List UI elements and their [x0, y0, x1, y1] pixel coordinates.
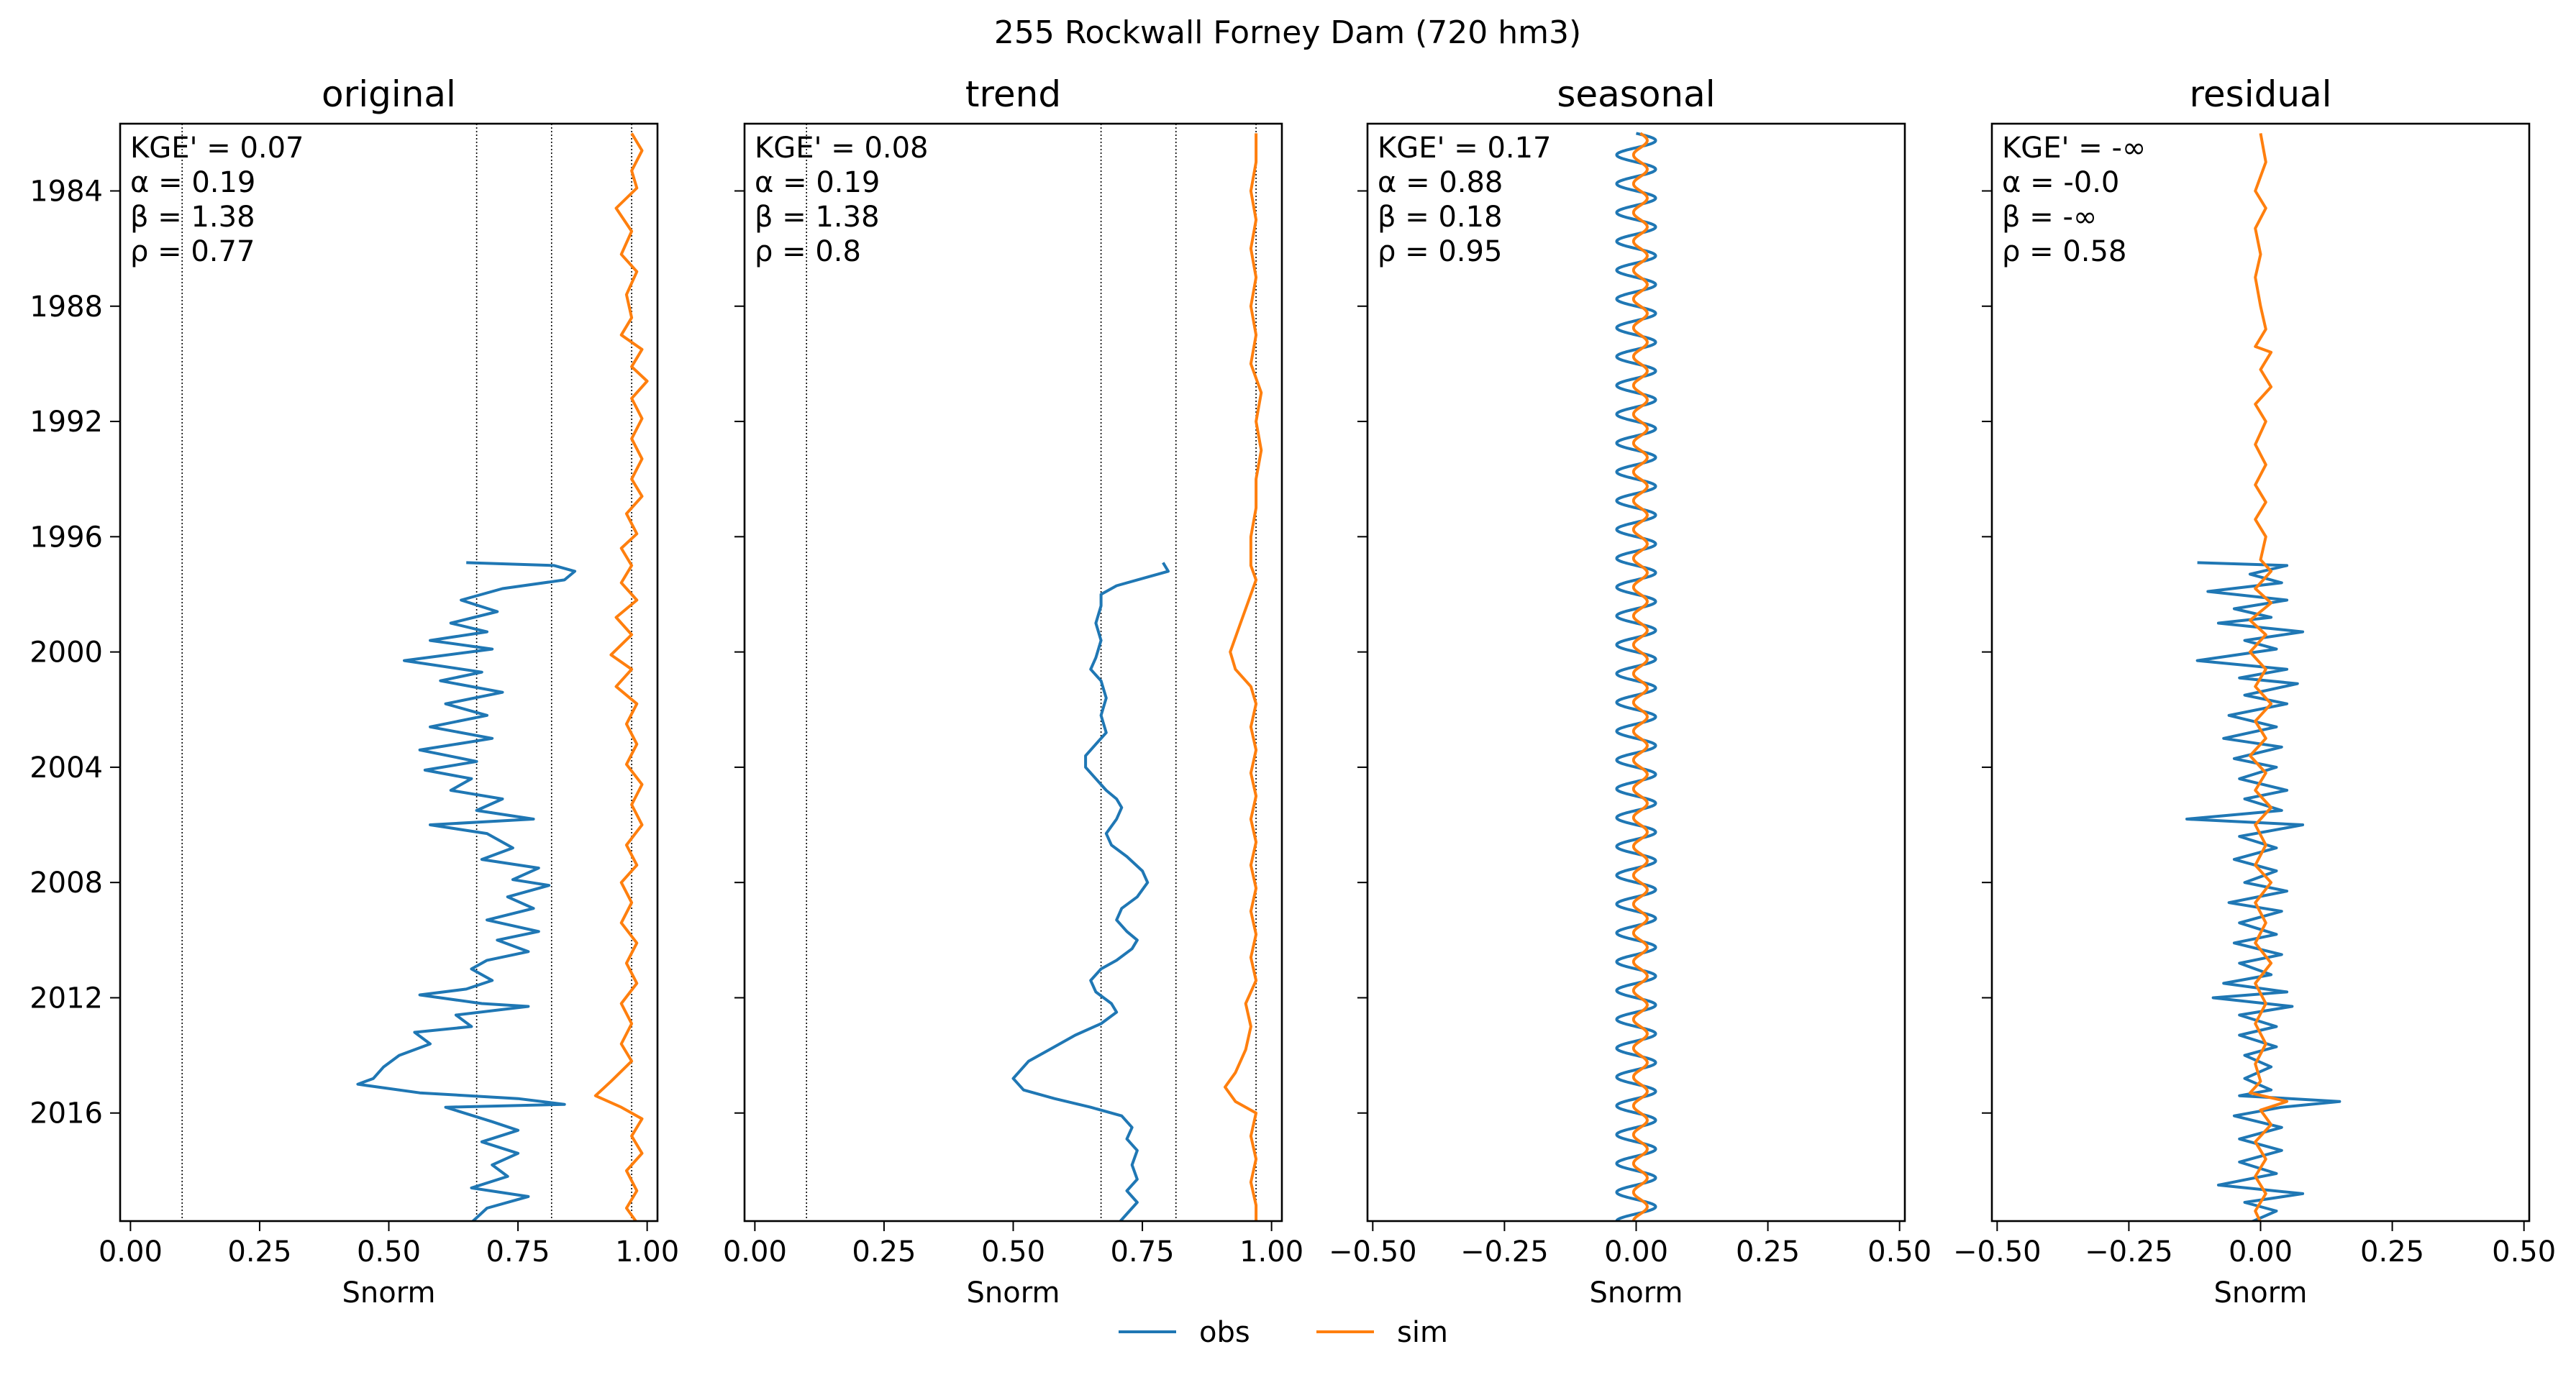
stat-line: ρ = 0.58: [2002, 235, 2126, 268]
panel-title: seasonal: [1557, 73, 1715, 115]
stat-line: KGE' = -∞: [2002, 132, 2146, 165]
x-tick-label: 0.75: [486, 1235, 550, 1269]
x-tick-label: 0.25: [227, 1235, 291, 1269]
x-tick-label: −0.50: [1329, 1235, 1417, 1269]
x-tick-label: 0.25: [852, 1235, 916, 1269]
stat-line: α = 0.19: [130, 166, 255, 199]
x-tick-label: 1.00: [1239, 1235, 1303, 1269]
x-axis-label: Snorm: [967, 1276, 1060, 1310]
stat-line: ρ = 0.77: [130, 235, 255, 268]
y-tick-label: 2016: [29, 1097, 103, 1130]
x-tick-label: 0.00: [99, 1235, 163, 1269]
panel-trend: trend 0.00 0.25 0.50 0.75 1.00 Snorm KGE' = 0.0…: [723, 73, 1303, 1310]
x-tick-label: 0.25: [1736, 1235, 1800, 1269]
legend-label-sim: sim: [1397, 1316, 1448, 1349]
x-axis-label: Snorm: [342, 1276, 436, 1310]
y-tick-label: 1984: [29, 175, 103, 208]
series-line-sim: [593, 132, 649, 1221]
stat-line: α = 0.88: [1378, 166, 1503, 199]
stat-line: β = 1.38: [130, 201, 255, 234]
x-tick-label: 0.50: [1867, 1235, 1931, 1269]
series-line-sim: [2248, 133, 2289, 1221]
stat-line: KGE' = 0.08: [755, 132, 929, 165]
panels: original 0.00 0.25 0.50 0.75 1.00 Snorm 1984 198…: [29, 73, 2556, 1310]
y-tick-label: 1992: [29, 406, 103, 439]
y-tick-label: 2004: [29, 751, 103, 785]
x-tick-label: 0.50: [2492, 1235, 2556, 1269]
stat-line: β = 1.38: [755, 201, 880, 234]
stat-line: ρ = 0.8: [755, 235, 861, 268]
x-tick-label: 0.75: [1111, 1235, 1175, 1269]
stat-line: ρ = 0.95: [1378, 235, 1502, 268]
figure-suptitle: 255 Rockwall Forney Dam (720 hm3): [994, 14, 1581, 51]
x-axis-label: Snorm: [2214, 1276, 2308, 1310]
series-line-sim: [1631, 132, 1649, 1221]
panel-original: original 0.00 0.25 0.50 0.75 1.00 Snorm 1984 198…: [29, 73, 679, 1310]
x-axis-label: Snorm: [1590, 1276, 1683, 1310]
panel-title: original: [322, 73, 456, 115]
x-tick-label: 0.50: [357, 1235, 421, 1269]
panel-title: trend: [965, 73, 1061, 115]
series-line-obs: [1011, 562, 1170, 1221]
x-tick-label: 0.25: [2360, 1235, 2424, 1269]
series-line-sim: [1224, 133, 1263, 1221]
panel-seasonal: seasonal −0.50 −0.25 0.00 0.25 0.50 Snorm KGE' …: [1329, 73, 1931, 1310]
x-tick-label: −0.50: [1953, 1235, 2042, 1269]
series-line-obs: [2185, 561, 2341, 1221]
stat-line: KGE' = 0.17: [1378, 132, 1552, 165]
x-tick-label: 0.00: [723, 1235, 787, 1269]
x-tick-label: 0.50: [981, 1235, 1045, 1269]
y-tick-label: 1996: [29, 521, 103, 554]
series-line-obs: [356, 561, 577, 1221]
stat-line: β = -∞: [2002, 201, 2097, 234]
legend: obs sim: [1119, 1316, 1448, 1349]
stat-line: α = 0.19: [755, 166, 880, 199]
panel-title: residual: [2189, 73, 2331, 115]
x-tick-label: −0.25: [1460, 1235, 1549, 1269]
stat-line: α = -0.0: [2002, 166, 2119, 199]
x-tick-label: 0.00: [2229, 1235, 2293, 1269]
x-tick-label: 1.00: [615, 1235, 679, 1269]
series-line-obs: [1615, 132, 1657, 1221]
y-tick-label: 2012: [29, 982, 103, 1015]
stat-line: β = 0.18: [1378, 201, 1503, 234]
legend-label-obs: obs: [1199, 1316, 1250, 1349]
x-tick-label: −0.25: [2085, 1235, 2173, 1269]
x-tick-label: 0.00: [1604, 1235, 1668, 1269]
y-tick-label: 1988: [29, 291, 103, 324]
stat-line: KGE' = 0.07: [130, 132, 304, 165]
y-tick-label: 2008: [29, 867, 103, 900]
panel-residual: residual −0.50 −0.25 0.00 0.25 0.50 Snorm KGE' …: [1953, 73, 2556, 1310]
y-tick-label: 2000: [29, 636, 103, 670]
